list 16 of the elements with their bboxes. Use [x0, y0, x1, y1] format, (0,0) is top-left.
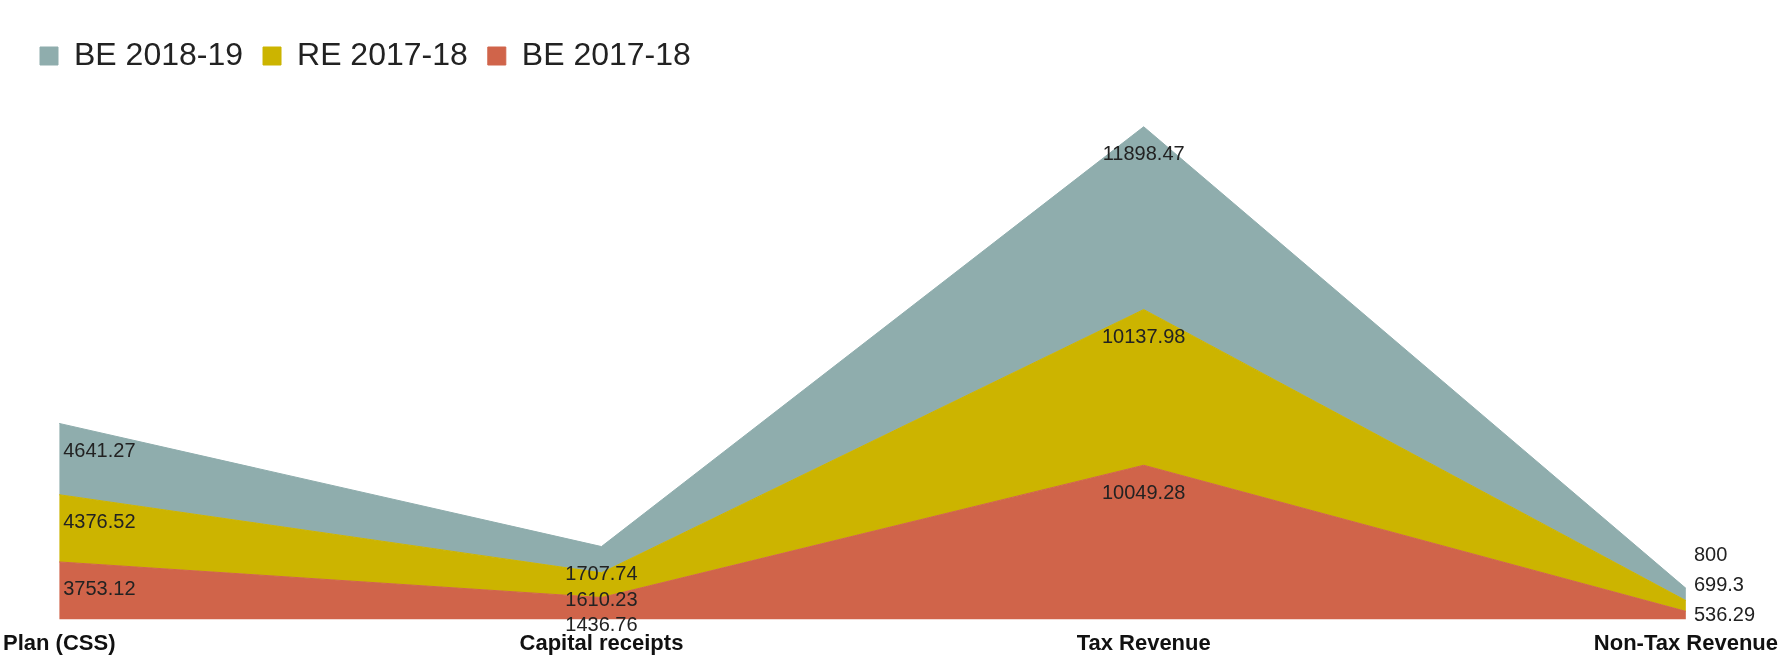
data-label: 1707.74: [565, 562, 638, 585]
legend-label: RE 2017-18: [297, 35, 468, 72]
x-tick-label: Tax Revenue: [1076, 629, 1211, 655]
data-label: 699.3: [1693, 573, 1744, 596]
data-label: 800: [1693, 543, 1728, 566]
data-label: 10049.28: [1101, 480, 1186, 503]
data-label: 4376.52: [63, 510, 136, 533]
legend-label: BE 2017-18: [521, 35, 691, 72]
x-tick-label: Non-Tax Revenue: [1593, 629, 1778, 655]
x-tick-label: Plan (CSS): [3, 629, 116, 655]
data-label: 3753.12: [63, 577, 136, 600]
legend-label: BE 2018-19: [74, 35, 244, 72]
data-label: 536.29: [1693, 603, 1756, 626]
data-label: 4641.27: [63, 438, 136, 461]
data-label: 1610.23: [565, 588, 638, 611]
data-label: 10137.98: [1101, 325, 1186, 348]
